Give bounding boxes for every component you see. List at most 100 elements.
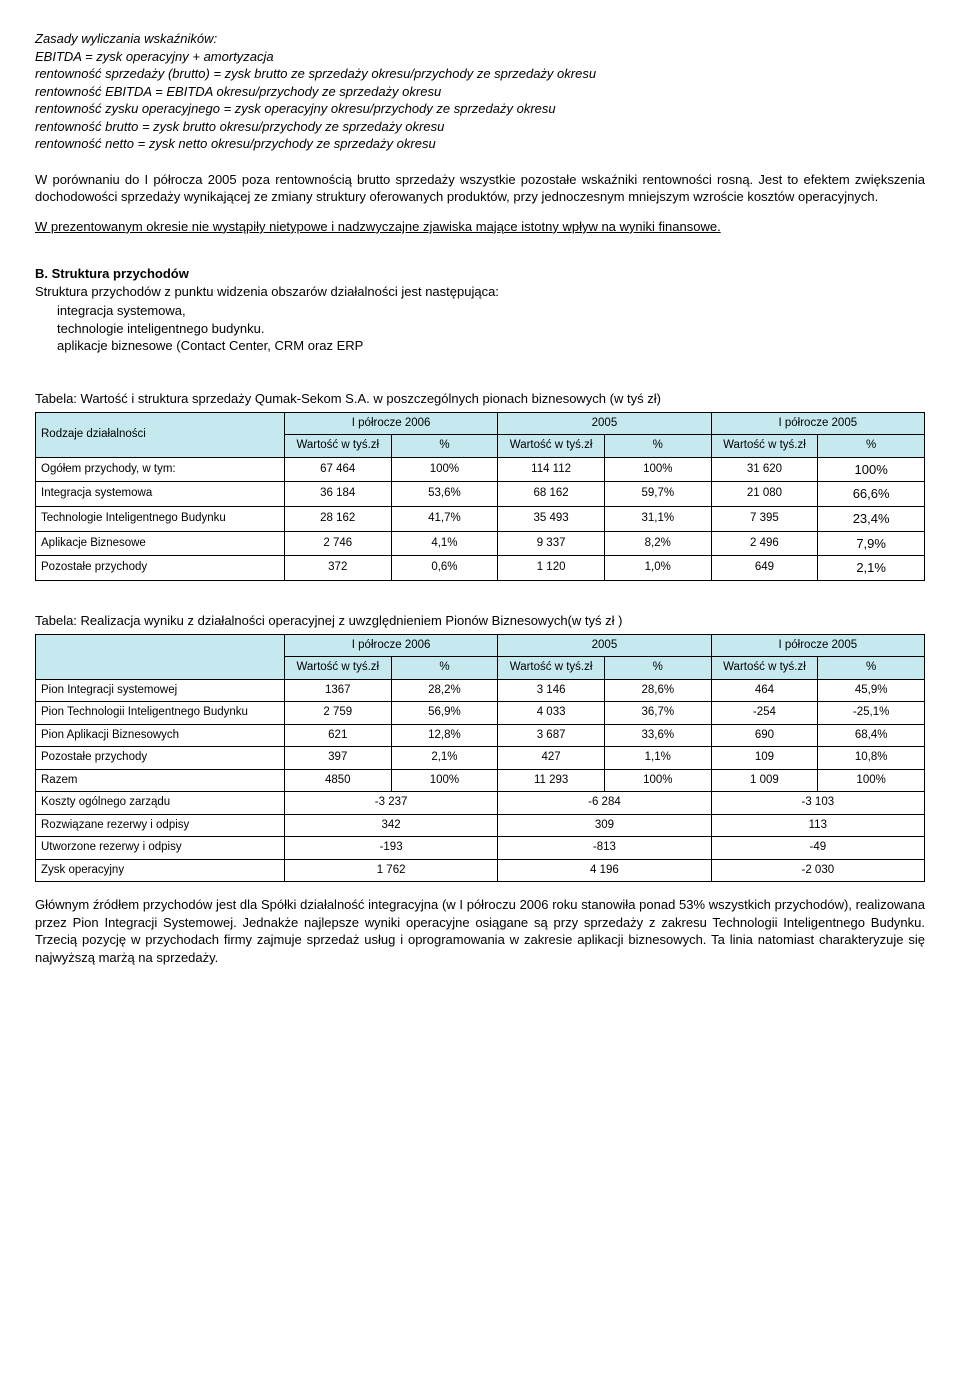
row-label: Pozostałe przychody bbox=[36, 556, 285, 581]
table-cell: 2 746 bbox=[284, 531, 391, 556]
row-label: Pion Aplikacji Biznesowych bbox=[36, 724, 285, 747]
table-row: Aplikacje Biznesowe2 7464,1%9 3378,2%2 4… bbox=[36, 531, 925, 556]
table-cell: 1 762 bbox=[284, 859, 497, 882]
row-label: Technologie Inteligentnego Budynku bbox=[36, 506, 285, 531]
bullet-list: integracja systemowa, technologie inteli… bbox=[57, 302, 925, 355]
table-cell: -25,1% bbox=[818, 702, 925, 725]
table-subheader: Wartość w tyś.zł bbox=[498, 657, 605, 680]
table-cell: 2,1% bbox=[818, 556, 925, 581]
table-cell: -6 284 bbox=[498, 792, 711, 815]
table-subheader: Wartość w tyś.zł bbox=[711, 435, 818, 458]
table-cell: 0,6% bbox=[391, 556, 498, 581]
table-cell: 31,1% bbox=[604, 506, 711, 531]
table-cell: 427 bbox=[498, 747, 605, 770]
table-cell: 59,7% bbox=[604, 482, 711, 507]
table-cell: 11 293 bbox=[498, 769, 605, 792]
table-cell: 100% bbox=[604, 457, 711, 482]
table-cell: 690 bbox=[711, 724, 818, 747]
table-subheader: % bbox=[391, 435, 498, 458]
table-cell: 31 620 bbox=[711, 457, 818, 482]
table-cell: 1,1% bbox=[604, 747, 711, 770]
table-cell: 100% bbox=[604, 769, 711, 792]
table-cell: 8,2% bbox=[604, 531, 711, 556]
table-row: Technologie Inteligentnego Budynku28 162… bbox=[36, 506, 925, 531]
table-cell: 7 395 bbox=[711, 506, 818, 531]
table-cell: 3 146 bbox=[498, 679, 605, 702]
table-cell: 100% bbox=[818, 769, 925, 792]
table-header: I półrocze 2006 bbox=[284, 412, 497, 435]
table-cell: 56,9% bbox=[391, 702, 498, 725]
table-cell: 66,6% bbox=[818, 482, 925, 507]
list-item: integracja systemowa, bbox=[57, 302, 925, 320]
table-header bbox=[36, 634, 285, 679]
table-row: Pion Technologii Inteligentnego Budynku2… bbox=[36, 702, 925, 725]
table-cell: 3 687 bbox=[498, 724, 605, 747]
table-cell: 36 184 bbox=[284, 482, 391, 507]
row-label: Utworzone rezerwy i odpisy bbox=[36, 837, 285, 860]
table-subheader: % bbox=[818, 435, 925, 458]
table-caption: Tabela: Wartość i struktura sprzedaży Qu… bbox=[35, 390, 925, 408]
table-cell: 109 bbox=[711, 747, 818, 770]
table-cell: 4850 bbox=[284, 769, 391, 792]
table-header: Rodzaje działalności bbox=[36, 412, 285, 457]
table-cell: 36,7% bbox=[604, 702, 711, 725]
table-row: Pozostałe przychody3972,1%4271,1%10910,8… bbox=[36, 747, 925, 770]
table-cell: -3 103 bbox=[711, 792, 924, 815]
table-cell: -2 030 bbox=[711, 859, 924, 882]
table-cell: -254 bbox=[711, 702, 818, 725]
paragraph-underline: W prezentowanym okresie nie wystąpiły ni… bbox=[35, 218, 925, 236]
definitions-block: Zasady wyliczania wskaźników: EBITDA = z… bbox=[35, 30, 925, 153]
table-cell: 2 496 bbox=[711, 531, 818, 556]
table-cell: 67 464 bbox=[284, 457, 391, 482]
table-cell: 397 bbox=[284, 747, 391, 770]
table-header: I półrocze 2006 bbox=[284, 634, 497, 657]
row-label: Zysk operacyjny bbox=[36, 859, 285, 882]
table-cell: 100% bbox=[818, 457, 925, 482]
table-cell: 464 bbox=[711, 679, 818, 702]
table-header: I półrocze 2005 bbox=[711, 412, 924, 435]
table-subheader: Wartość w tyś.zł bbox=[284, 657, 391, 680]
table-row: Integracja systemowa36 18453,6%68 16259,… bbox=[36, 482, 925, 507]
table-cell: 4 196 bbox=[498, 859, 711, 882]
table-row: Razem4850100%11 293100%1 009100% bbox=[36, 769, 925, 792]
row-label: Pion Technologii Inteligentnego Budynku bbox=[36, 702, 285, 725]
definition-line: rentowność netto = zysk netto okresu/prz… bbox=[35, 135, 925, 153]
row-label: Pion Integracji systemowej bbox=[36, 679, 285, 702]
table-cell: 2,1% bbox=[391, 747, 498, 770]
operating-result-table: I półrocze 2006 2005 I półrocze 2005 War… bbox=[35, 634, 925, 883]
table-cell: 35 493 bbox=[498, 506, 605, 531]
table-cell: -193 bbox=[284, 837, 497, 860]
table-cell: 1 009 bbox=[711, 769, 818, 792]
table-cell: -3 237 bbox=[284, 792, 497, 815]
table-caption: Tabela: Realizacja wyniku z działalności… bbox=[35, 612, 925, 630]
table-row: Ogółem przychody, w tym:67 464100%114 11… bbox=[36, 457, 925, 482]
table-row: Pion Aplikacji Biznesowych62112,8%3 6873… bbox=[36, 724, 925, 747]
table-cell: 21 080 bbox=[711, 482, 818, 507]
table-subheader: Wartość w tyś.zł bbox=[498, 435, 605, 458]
row-label: Pozostałe przychody bbox=[36, 747, 285, 770]
table-subheader: % bbox=[391, 657, 498, 680]
table-cell: 4,1% bbox=[391, 531, 498, 556]
table-subheader: % bbox=[604, 435, 711, 458]
table-cell: 1,0% bbox=[604, 556, 711, 581]
table-cell: 28 162 bbox=[284, 506, 391, 531]
table-cell: 621 bbox=[284, 724, 391, 747]
table-cell: 33,6% bbox=[604, 724, 711, 747]
row-label: Aplikacje Biznesowe bbox=[36, 531, 285, 556]
row-label: Rozwiązane rezerwy i odpisy bbox=[36, 814, 285, 837]
table-cell: 28,6% bbox=[604, 679, 711, 702]
table-cell: 113 bbox=[711, 814, 924, 837]
table-cell: 9 337 bbox=[498, 531, 605, 556]
table-header: 2005 bbox=[498, 634, 711, 657]
table-cell: 1367 bbox=[284, 679, 391, 702]
definition-line: rentowność zysku operacyjnego = zysk ope… bbox=[35, 100, 925, 118]
table-subheader: Wartość w tyś.zł bbox=[284, 435, 391, 458]
table-cell: 4 033 bbox=[498, 702, 605, 725]
table-cell: 100% bbox=[391, 457, 498, 482]
table-row: Koszty ogólnego zarządu-3 237-6 284-3 10… bbox=[36, 792, 925, 815]
table-cell: 53,6% bbox=[391, 482, 498, 507]
table-cell: 309 bbox=[498, 814, 711, 837]
sales-structure-table: Rodzaje działalności I półrocze 2006 200… bbox=[35, 412, 925, 581]
table-cell: 41,7% bbox=[391, 506, 498, 531]
definition-line: rentowność brutto = zysk brutto okresu/p… bbox=[35, 118, 925, 136]
